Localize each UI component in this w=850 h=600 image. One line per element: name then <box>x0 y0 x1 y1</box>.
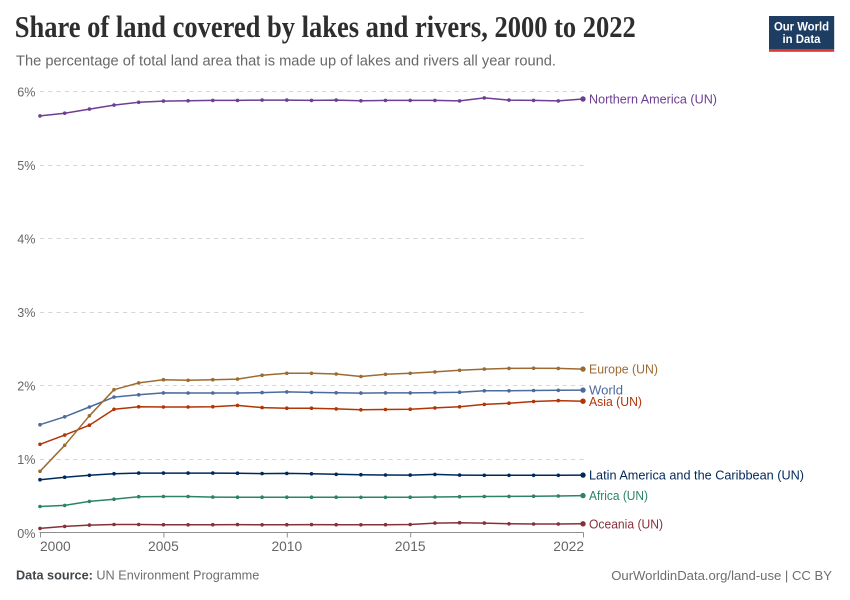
svg-text:2000: 2000 <box>40 539 71 554</box>
svg-text:Latin America and the Caribbea: Latin America and the Caribbean (UN) <box>589 468 804 483</box>
svg-text:2022: 2022 <box>553 539 584 554</box>
svg-text:4%: 4% <box>17 233 35 247</box>
svg-text:in Data: in Data <box>783 32 821 46</box>
svg-text:2015: 2015 <box>395 539 426 554</box>
svg-text:Northern America (UN): Northern America (UN) <box>589 92 717 107</box>
svg-text:World: World <box>589 383 623 398</box>
svg-text:Africa (UN): Africa (UN) <box>589 488 648 503</box>
svg-text:OurWorldinData.org/land-use |: OurWorldinData.org/land-use | CC BY <box>611 568 832 583</box>
svg-text:6%: 6% <box>17 85 35 99</box>
svg-text:5%: 5% <box>17 159 35 173</box>
svg-text:2010: 2010 <box>271 539 302 554</box>
svg-text:Asia (UN): Asia (UN) <box>589 394 642 409</box>
svg-text:Data source: UN Environment Pr: Data source: UN Environment Programme <box>16 568 259 582</box>
svg-text:2005: 2005 <box>148 539 179 554</box>
svg-text:The percentage of total land a: The percentage of total land area that i… <box>16 53 556 69</box>
svg-text:3%: 3% <box>17 306 35 320</box>
svg-text:2%: 2% <box>17 380 35 394</box>
svg-text:1%: 1% <box>17 453 35 467</box>
svg-text:0%: 0% <box>17 527 35 541</box>
svg-text:Europe (UN): Europe (UN) <box>589 362 658 377</box>
svg-text:Share of land covered by lakes: Share of land covered by lakes and river… <box>15 9 636 44</box>
svg-text:Our World: Our World <box>774 20 829 34</box>
svg-text:Oceania (UN): Oceania (UN) <box>589 516 663 531</box>
